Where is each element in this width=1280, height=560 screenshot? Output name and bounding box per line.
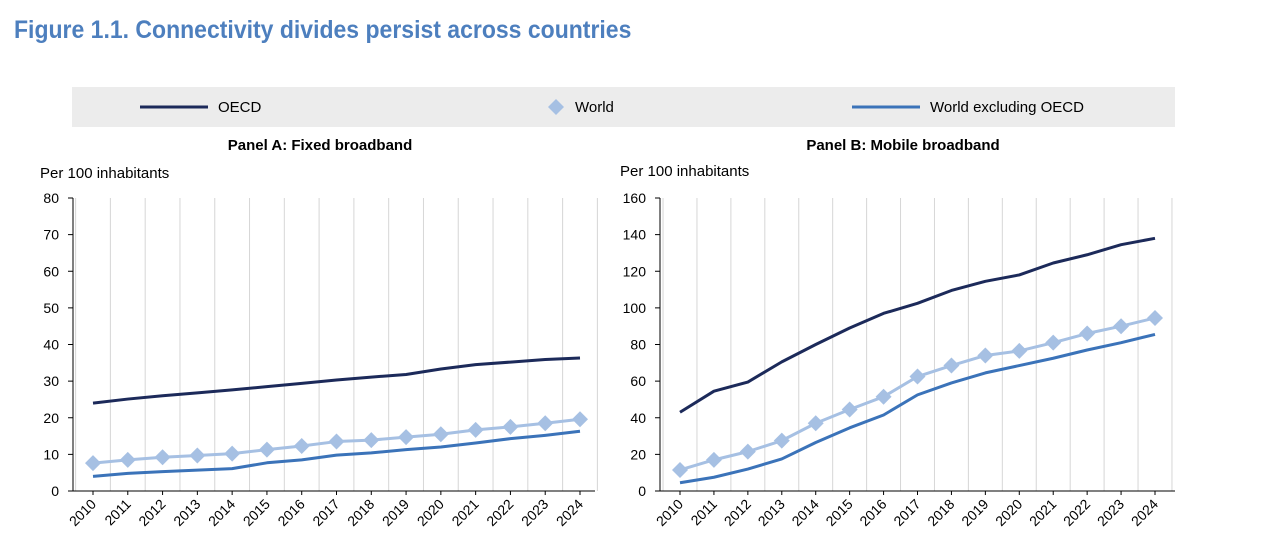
y-tick-label: 60 bbox=[43, 263, 59, 279]
world-point bbox=[943, 357, 960, 374]
world-point bbox=[189, 447, 206, 464]
world-point bbox=[672, 461, 688, 478]
world-point bbox=[328, 433, 345, 450]
world-point bbox=[398, 429, 415, 446]
y-tick-label: 50 bbox=[43, 300, 59, 316]
x-tick-label: 2020 bbox=[992, 496, 1025, 529]
world-point bbox=[1113, 318, 1130, 335]
y-tick-label: 0 bbox=[51, 483, 59, 499]
series-line-world-excluding-oecd bbox=[92, 429, 581, 478]
y-tick-label: 140 bbox=[623, 227, 647, 243]
world-point bbox=[363, 432, 380, 449]
world-point bbox=[773, 432, 790, 449]
world-point bbox=[739, 443, 756, 460]
x-tick-label: 2021 bbox=[1026, 496, 1059, 529]
world-point bbox=[85, 455, 101, 472]
world-point bbox=[502, 418, 519, 435]
panel-b-ylabel: Per 100 inhabitants bbox=[620, 163, 750, 180]
world-point bbox=[1147, 309, 1163, 326]
y-tick-label: 100 bbox=[623, 300, 647, 316]
x-tick-label: 2014 bbox=[205, 496, 238, 529]
y-tick-label: 80 bbox=[630, 337, 646, 353]
x-tick-label: 2018 bbox=[344, 496, 377, 529]
x-tick-label: 2019 bbox=[379, 496, 412, 529]
world-point bbox=[224, 445, 241, 462]
x-tick-label: 2013 bbox=[755, 496, 788, 529]
y-tick-label: 40 bbox=[43, 337, 59, 353]
panel-a-title: Panel A: Fixed broadband bbox=[227, 137, 413, 154]
x-tick-label: 2013 bbox=[170, 496, 203, 529]
world-point bbox=[293, 437, 310, 454]
y-tick-label: 20 bbox=[630, 446, 646, 462]
series-line-world-excluding-oecd bbox=[679, 332, 1156, 485]
y-tick-label: 20 bbox=[43, 410, 59, 426]
world-point bbox=[909, 368, 926, 385]
panel-b-title: Panel B: Mobile broadband bbox=[806, 137, 1000, 154]
x-tick-label: 2023 bbox=[1094, 496, 1127, 529]
x-tick-label: 2017 bbox=[890, 496, 923, 529]
y-tick-label: 70 bbox=[43, 227, 59, 243]
y-tick-label: 80 bbox=[43, 190, 59, 206]
x-tick-label: 2016 bbox=[274, 496, 307, 529]
world-point bbox=[841, 401, 858, 418]
y-tick-label: 60 bbox=[630, 373, 646, 389]
y-tick-label: 160 bbox=[623, 190, 647, 206]
x-tick-label: 2017 bbox=[309, 496, 342, 529]
legend-item-world-excl-oecd: World excluding OECD bbox=[852, 87, 1084, 127]
legend-item-oecd: OECD bbox=[140, 87, 261, 127]
world-point bbox=[1079, 325, 1096, 342]
world-point bbox=[432, 426, 449, 443]
world-point bbox=[258, 441, 275, 458]
x-tick-label: 2011 bbox=[687, 496, 720, 529]
legend-label-world: World bbox=[575, 98, 614, 116]
x-tick-label: 2022 bbox=[483, 496, 516, 529]
world-point bbox=[467, 421, 484, 438]
x-tick-label: 2020 bbox=[414, 496, 447, 529]
x-tick-label: 2024 bbox=[1128, 496, 1161, 529]
legend-line-icon bbox=[852, 105, 920, 109]
world-point bbox=[1011, 342, 1028, 359]
y-tick-label: 120 bbox=[623, 263, 647, 279]
x-tick-label: 2015 bbox=[822, 496, 855, 529]
world-point bbox=[1045, 334, 1062, 351]
world-point bbox=[119, 451, 136, 468]
x-tick-label: 2011 bbox=[101, 496, 134, 529]
x-tick-label: 2010 bbox=[66, 496, 99, 529]
x-tick-label: 2022 bbox=[1060, 496, 1093, 529]
x-tick-label: 2019 bbox=[958, 496, 991, 529]
x-tick-label: 2024 bbox=[553, 496, 586, 529]
x-tick-label: 2012 bbox=[135, 496, 168, 529]
legend-label-oecd: OECD bbox=[218, 98, 262, 116]
legend-line-icon bbox=[140, 105, 208, 109]
x-tick-label: 2018 bbox=[924, 496, 957, 529]
x-tick-label: 2012 bbox=[721, 496, 754, 529]
y-tick-label: 30 bbox=[43, 373, 59, 389]
world-point bbox=[875, 388, 892, 405]
x-tick-label: 2016 bbox=[856, 496, 889, 529]
world-point bbox=[154, 449, 171, 466]
series-line-oecd bbox=[679, 236, 1156, 414]
panel-a-ylabel: Per 100 inhabitants bbox=[40, 165, 170, 182]
world-point bbox=[705, 451, 722, 468]
legend-diamond-icon bbox=[548, 99, 564, 115]
legend-label-world-excl-oecd: World excluding OECD bbox=[930, 98, 1084, 116]
x-tick-label: 2021 bbox=[448, 496, 481, 529]
x-tick-label: 2015 bbox=[240, 496, 273, 529]
world-point bbox=[537, 415, 554, 432]
series-line-oecd bbox=[92, 356, 581, 405]
x-tick-label: 2010 bbox=[653, 496, 686, 529]
world-point bbox=[807, 415, 824, 432]
legend-item-world: World bbox=[547, 87, 614, 127]
y-tick-label: 10 bbox=[43, 446, 59, 462]
legend: OECD World World excluding OECD bbox=[72, 87, 1175, 127]
x-tick-label: 2023 bbox=[518, 496, 551, 529]
world-point bbox=[572, 411, 588, 428]
x-tick-label: 2014 bbox=[788, 496, 821, 529]
figure-title: Figure 1.1. Connectivity divides persist… bbox=[14, 16, 632, 44]
y-tick-label: 0 bbox=[638, 483, 646, 499]
y-tick-label: 40 bbox=[630, 410, 646, 426]
world-point bbox=[977, 347, 994, 364]
